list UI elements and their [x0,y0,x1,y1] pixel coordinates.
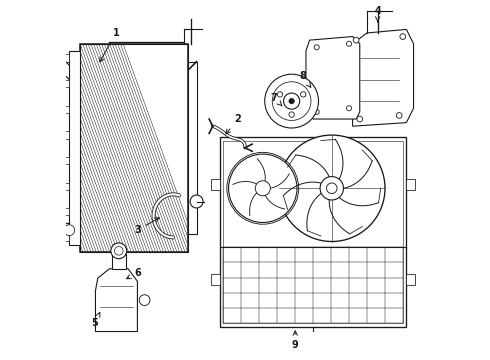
Polygon shape [62,157,69,164]
Polygon shape [62,183,69,190]
Circle shape [357,116,363,122]
Circle shape [139,295,150,306]
Polygon shape [62,106,69,113]
Text: 3: 3 [134,218,159,235]
Polygon shape [220,137,406,327]
Circle shape [190,195,203,208]
Text: 8: 8 [299,71,311,87]
Polygon shape [406,274,416,285]
Circle shape [64,225,74,235]
Polygon shape [62,208,69,215]
Circle shape [277,92,283,97]
Text: 1: 1 [100,28,119,62]
Text: 4: 4 [374,6,381,22]
Polygon shape [62,80,69,87]
Polygon shape [112,255,126,269]
Polygon shape [62,131,69,139]
Text: 6: 6 [126,268,141,279]
Circle shape [279,135,385,242]
Circle shape [314,45,319,50]
Circle shape [320,176,343,200]
Polygon shape [62,54,69,62]
Circle shape [326,183,337,194]
Circle shape [228,154,297,222]
Polygon shape [69,51,80,244]
Circle shape [111,243,126,259]
Polygon shape [62,234,69,241]
Text: 2: 2 [226,114,241,134]
Text: 9: 9 [292,331,298,350]
Circle shape [300,92,306,97]
Circle shape [265,74,318,128]
Polygon shape [80,44,188,252]
Circle shape [346,106,351,111]
Circle shape [255,181,270,196]
Circle shape [289,112,294,117]
Text: 5: 5 [91,312,100,328]
Circle shape [396,113,402,118]
Polygon shape [306,37,360,119]
Circle shape [400,34,406,40]
Circle shape [289,98,294,104]
Polygon shape [188,62,196,234]
Polygon shape [349,30,414,126]
Polygon shape [211,179,220,190]
Circle shape [346,41,351,46]
Circle shape [284,93,300,109]
Circle shape [314,109,319,114]
Circle shape [353,37,359,43]
Text: 7: 7 [270,93,282,106]
Polygon shape [406,179,416,190]
Polygon shape [211,274,220,285]
Polygon shape [96,269,137,332]
